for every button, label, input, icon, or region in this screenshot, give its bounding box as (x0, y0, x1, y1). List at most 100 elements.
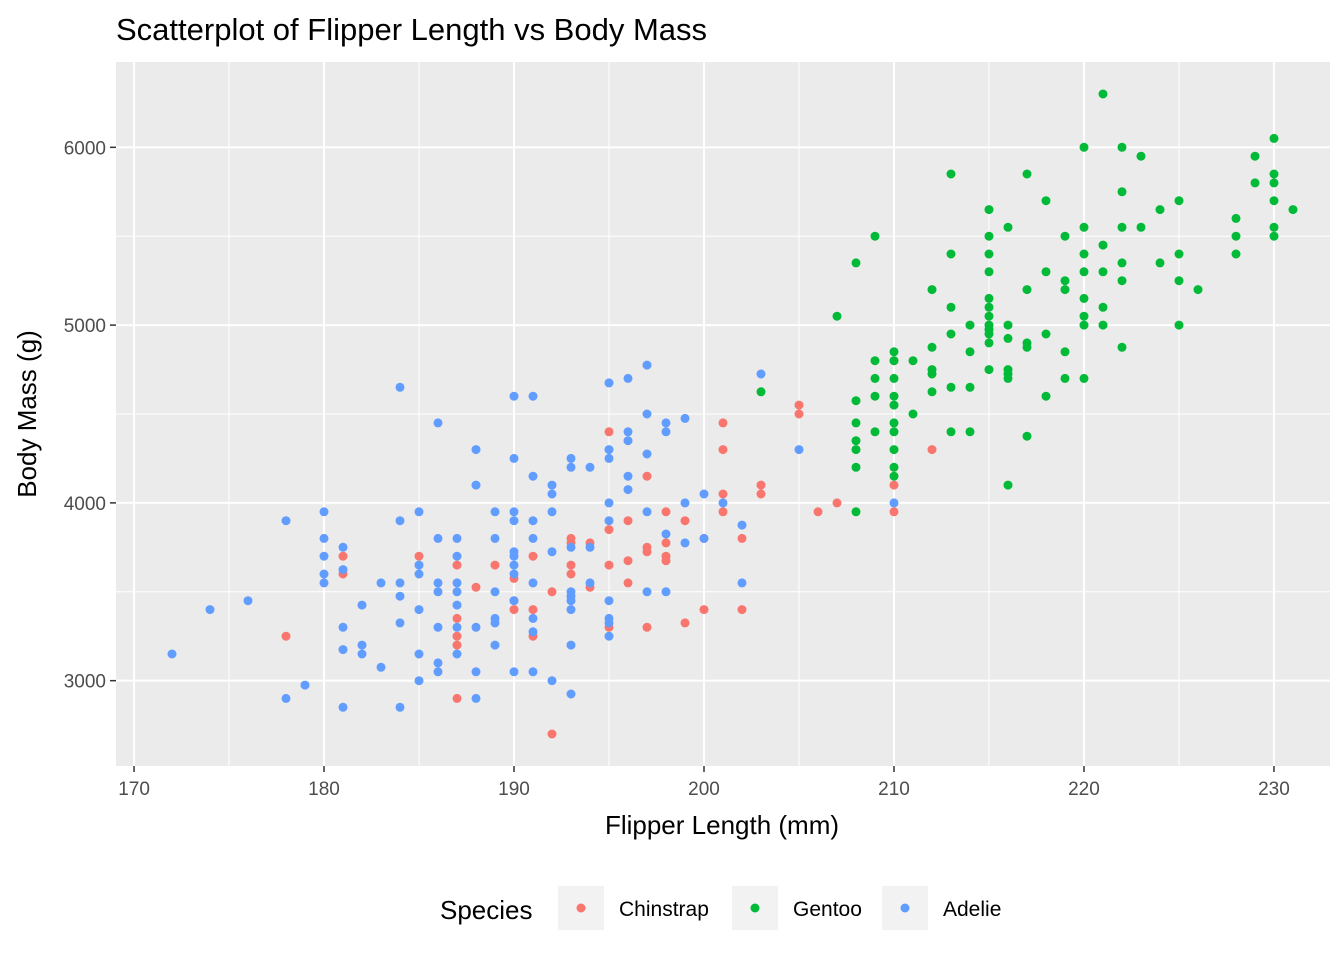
data-point (1231, 231, 1241, 241)
data-point (319, 569, 329, 579)
data-point (889, 400, 899, 410)
data-point (965, 347, 975, 357)
data-point (1117, 258, 1127, 268)
data-point (338, 622, 348, 632)
data-point (1003, 333, 1013, 343)
y-tick-label: 5000 (64, 316, 106, 337)
data-point (528, 516, 538, 526)
data-point (509, 569, 519, 579)
data-point (414, 551, 424, 561)
data-point (870, 356, 880, 366)
data-point (756, 387, 766, 397)
data-point (642, 622, 652, 632)
data-point (889, 480, 899, 490)
data-point (984, 293, 994, 303)
data-point (1079, 249, 1089, 259)
data-point (528, 613, 538, 623)
data-point (1155, 205, 1165, 215)
data-point (414, 560, 424, 570)
data-point (851, 507, 861, 517)
data-point (889, 391, 899, 401)
data-point (604, 453, 614, 463)
data-point (357, 640, 367, 650)
data-point (927, 285, 937, 295)
data-point (851, 462, 861, 472)
data-point (357, 600, 367, 610)
data-point (623, 485, 633, 495)
data-point (471, 480, 481, 490)
data-point (737, 605, 747, 615)
data-point (889, 347, 899, 357)
data-point (870, 231, 880, 241)
data-point (889, 373, 899, 383)
data-point (889, 356, 899, 366)
data-point (623, 471, 633, 481)
legend-label: Chinstrap (619, 898, 709, 921)
data-point (300, 680, 310, 690)
data-point (490, 533, 500, 543)
data-point (604, 498, 614, 508)
data-point (1117, 187, 1127, 197)
data-point (870, 373, 880, 383)
data-point (889, 445, 899, 455)
data-point (718, 418, 728, 428)
data-point (718, 498, 728, 508)
x-axis-title: Flipper Length (mm) (605, 810, 839, 840)
plot-panel (116, 62, 1330, 766)
data-point (452, 613, 462, 623)
data-point (547, 676, 557, 686)
data-point (984, 249, 994, 259)
data-point (1060, 373, 1070, 383)
data-point (756, 489, 766, 499)
data-point (623, 516, 633, 526)
data-point (813, 507, 823, 517)
data-point (490, 587, 500, 597)
data-point (414, 507, 424, 517)
data-point (585, 578, 595, 588)
data-point (509, 551, 519, 561)
data-points (167, 89, 1298, 739)
data-point (661, 556, 671, 566)
data-point (490, 640, 500, 650)
data-point (528, 551, 538, 561)
data-point (1079, 293, 1089, 303)
data-point (889, 507, 899, 517)
legend-title: Species (440, 895, 533, 925)
data-point (1041, 391, 1051, 401)
data-point (870, 427, 880, 437)
data-point (927, 342, 937, 352)
x-tick-label: 220 (1068, 779, 1100, 800)
data-point (642, 449, 652, 459)
data-point (452, 693, 462, 703)
data-point (338, 551, 348, 561)
data-point (965, 427, 975, 437)
data-point (642, 507, 652, 517)
data-point (642, 409, 652, 419)
data-point (414, 605, 424, 615)
data-point (623, 578, 633, 588)
legend-key-point (576, 903, 586, 913)
data-point (1079, 142, 1089, 152)
data-point (338, 565, 348, 575)
data-point (889, 471, 899, 481)
data-point (1269, 169, 1279, 179)
chart-title: Scatterplot of Flipper Length vs Body Ma… (116, 12, 707, 47)
data-point (490, 618, 500, 628)
data-point (528, 667, 538, 677)
data-point (737, 533, 747, 543)
data-point (1231, 213, 1241, 223)
data-point (851, 396, 861, 406)
data-point (889, 462, 899, 472)
data-point (433, 658, 443, 668)
legend-item-adelie: Adelie (882, 886, 1001, 930)
data-point (1079, 373, 1089, 383)
series-adelie (167, 360, 899, 712)
data-point (623, 373, 633, 383)
data-point (528, 391, 538, 401)
data-point (1060, 276, 1070, 286)
data-point (528, 627, 538, 637)
data-point (661, 507, 671, 517)
data-point (889, 427, 899, 437)
data-point (1098, 302, 1108, 312)
data-point (642, 471, 652, 481)
